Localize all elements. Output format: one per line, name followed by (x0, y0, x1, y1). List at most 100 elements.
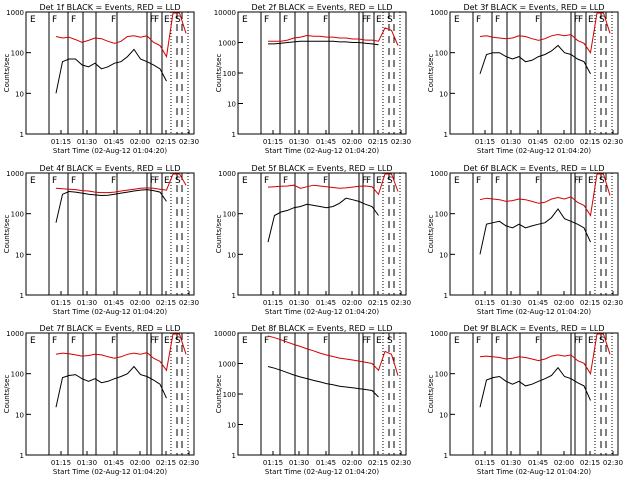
y-axis-label: Counts/sec (427, 215, 435, 254)
y-tick-label: 1000 (6, 170, 24, 178)
x-axis-label: Start Time (02-Aug-12 01:04:20) (477, 308, 591, 316)
event-flag: F (283, 15, 288, 25)
y-tick-label: 10 (15, 90, 24, 98)
event-flag: F (476, 176, 481, 186)
x-axis-label: Start Time (02-Aug-12 01:04:20) (477, 147, 591, 155)
chart-title: Det 6f BLACK = Events, RED = LLD (463, 164, 604, 173)
event-flag: E (164, 336, 170, 346)
x-tick-label: 01:45 (104, 299, 124, 307)
event-flag: F (495, 15, 500, 25)
event-flag: E (30, 15, 36, 25)
chart-panel-det-4: Det 4f BLACK = Events, RED = LLD 1 10 100 10… (3, 164, 199, 316)
event-flag: S (175, 176, 181, 186)
series-line-events (479, 44, 591, 75)
event-flag: F (52, 15, 57, 25)
y-axis-label: Counts/sec (3, 215, 11, 254)
x-tick-label: 02:30 (603, 138, 623, 146)
y-axis-label: Counts/sec (427, 375, 435, 414)
x-tick-label: 01:30 (501, 138, 521, 146)
y-axis-label: Counts/sec (3, 375, 11, 414)
x-tick-label: 02:15 (580, 459, 600, 467)
x-tick-label: 01:30 (501, 299, 521, 307)
y-axis-label: Counts/sec (215, 54, 223, 93)
x-tick-label: 01:30 (289, 299, 309, 307)
y-axis-label: Counts/sec (427, 54, 435, 93)
x-tick-label: 01:45 (316, 459, 336, 467)
y-tick-label: 1000 (430, 330, 448, 338)
event-flag: F (71, 176, 76, 186)
y-tick-label: 10 (439, 90, 448, 98)
x-tick-label: 01:30 (289, 138, 309, 146)
event-flag: E (454, 176, 460, 186)
x-axis-label: Start Time (02-Aug-12 01:04:20) (477, 468, 591, 476)
event-flag: F (150, 176, 155, 186)
plot-frame (25, 11, 195, 135)
plot-frame (25, 172, 195, 296)
event-flag: S (387, 15, 393, 25)
event-flag: F (150, 15, 155, 25)
event-flag: F (495, 336, 500, 346)
x-tick-label: 02:00 (130, 138, 150, 146)
x-tick-label: 01:45 (528, 299, 548, 307)
y-tick-label: 100 (223, 211, 236, 219)
event-flag: E (588, 336, 594, 346)
x-tick-label: 01:45 (316, 299, 336, 307)
y-tick-label: 10000 (214, 330, 236, 338)
event-flag: F (578, 176, 583, 186)
x-tick-label: 01:45 (104, 459, 124, 467)
series-line-lld (55, 12, 187, 59)
chart-title: Det 1f BLACK = Events, RED = LLD (39, 3, 180, 12)
y-tick-label: 10 (227, 101, 236, 109)
event-flag: F (578, 336, 583, 346)
chart-panel-det-7: Det 7f BLACK = Events, RED = LLD 1 10 100 10… (3, 324, 199, 476)
y-tick-label: 1 (232, 292, 236, 300)
x-tick-label: 02:30 (603, 459, 623, 467)
event-flag: F (535, 15, 540, 25)
event-flag: S (387, 176, 393, 186)
x-tick-label: 02:30 (179, 138, 199, 146)
chart-panel-det-1: Det 1f BLACK = Events, RED = LLD 1 10 100 10… (3, 3, 199, 155)
x-tick-label: 01:30 (77, 299, 97, 307)
series-line-lld (268, 27, 399, 46)
x-tick-label: 01:15 (51, 459, 71, 467)
plot-frame (237, 172, 407, 296)
x-tick-label: 01:30 (77, 138, 97, 146)
x-tick-label: 02:30 (179, 299, 199, 307)
x-axis-label: Start Time (02-Aug-12 01:04:20) (265, 308, 379, 316)
chart-title: Det 3f BLACK = Events, RED = LLD (463, 3, 604, 12)
event-flag: E (242, 336, 248, 346)
event-flag: F (111, 15, 116, 25)
event-flag: F (574, 336, 579, 346)
series-line-events (55, 365, 167, 408)
y-tick-label: 10 (439, 251, 448, 259)
x-tick-label: 02:15 (156, 138, 176, 146)
y-tick-label: 1 (20, 452, 24, 460)
plot-frame (449, 172, 619, 296)
event-flag: F (362, 176, 367, 186)
y-tick-label: 1 (444, 292, 448, 300)
y-tick-label: 1 (232, 131, 236, 139)
x-tick-label: 02:00 (342, 299, 362, 307)
x-tick-label: 01:15 (475, 459, 495, 467)
x-axis-label: Start Time (02-Aug-12 01:04:20) (53, 308, 167, 316)
event-flag: F (71, 336, 76, 346)
plot-frame (237, 11, 407, 135)
event-flag: S (599, 176, 605, 186)
y-tick-label: 100 (11, 50, 24, 58)
event-flag: S (599, 15, 605, 25)
y-tick-label: 100 (435, 50, 448, 58)
y-tick-label: 100 (11, 211, 24, 219)
chart-title: Det 2f BLACK = Events, RED = LLD (251, 3, 392, 12)
event-flag: F (154, 15, 159, 25)
event-flag: F (111, 176, 116, 186)
x-tick-label: 01:15 (51, 299, 71, 307)
y-tick-label: 100 (11, 371, 24, 379)
y-tick-label: 1 (444, 452, 448, 460)
event-flag: E (588, 15, 594, 25)
x-tick-label: 02:00 (130, 299, 150, 307)
chart-title: Det 8f BLACK = Events, RED = LLD (251, 324, 392, 333)
chart-title: Det 9f BLACK = Events, RED = LLD (463, 324, 604, 333)
event-flag: S (387, 336, 393, 346)
plot-frame (449, 11, 619, 135)
event-flag: F (476, 336, 481, 346)
